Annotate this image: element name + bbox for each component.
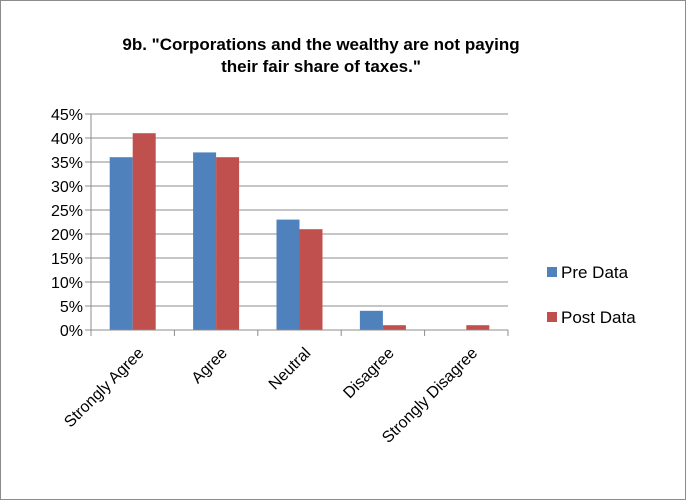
x-category-label: Strongly Agree: [61, 345, 147, 431]
bar-post: [466, 325, 490, 330]
x-category-label: Neutral: [266, 345, 314, 393]
y-tick-label: 45%: [51, 107, 83, 124]
chart-title-line-1: 9b. "Corporations and the wealthy are no…: [122, 35, 520, 54]
y-tick-label: 30%: [51, 179, 83, 196]
bar-post: [382, 325, 406, 330]
bar-pre: [109, 157, 133, 330]
y-tick-label: 0%: [60, 323, 83, 340]
x-category-label: Agree: [189, 345, 231, 387]
legend-label: Pre Data: [561, 263, 629, 282]
x-category-label: Disagree: [340, 345, 397, 402]
chart-title-line-2: their fair share of taxes.": [221, 57, 421, 76]
bar-post: [216, 157, 240, 330]
legend-swatch: [547, 267, 557, 277]
bar-pre: [193, 152, 217, 330]
bar-pre: [359, 310, 383, 330]
bar-post: [132, 133, 156, 330]
legend-swatch: [547, 312, 557, 322]
y-tick-label: 5%: [60, 299, 83, 316]
legend-label: Post Data: [561, 308, 636, 327]
y-tick-label: 40%: [51, 131, 83, 148]
bar-post: [299, 229, 323, 330]
y-tick-label: 25%: [51, 203, 83, 220]
y-tick-label: 20%: [51, 227, 83, 244]
y-tick-label: 10%: [51, 275, 83, 292]
chart-title: 9b. "Corporations and the wealthy are no…: [41, 34, 601, 78]
y-tick-label: 35%: [51, 155, 83, 172]
y-tick-label: 15%: [51, 251, 83, 268]
bar-pre: [276, 219, 300, 330]
